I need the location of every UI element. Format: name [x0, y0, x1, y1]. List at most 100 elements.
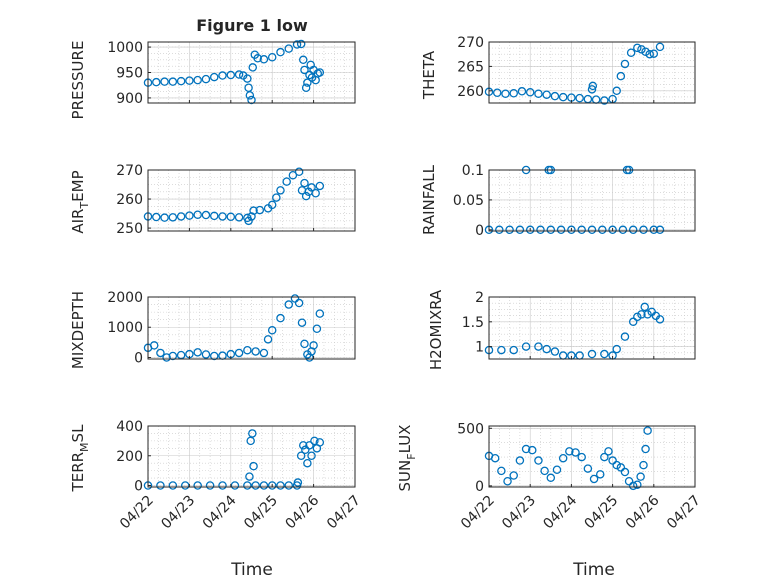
data-point [226, 70, 236, 80]
data-point [503, 476, 512, 486]
yticks-theta: 260 265 270 [457, 35, 492, 100]
data-point [641, 444, 650, 454]
data-point [641, 47, 650, 57]
data-point [620, 332, 630, 341]
data-point [296, 451, 306, 461]
data-point [303, 78, 312, 87]
xticks-mixdepth [147, 356, 356, 359]
data-point [515, 225, 525, 235]
data-point [628, 481, 638, 491]
data-point [249, 461, 258, 471]
xticks-air-temp [147, 228, 356, 231]
points-sun-flux [484, 426, 652, 491]
ytick-label: 260 [457, 84, 484, 100]
data-point [633, 43, 642, 53]
ytick-label: 200 [116, 449, 143, 465]
data-point [655, 42, 665, 52]
data-point [639, 225, 648, 235]
data-point [243, 481, 252, 490]
data-point [546, 225, 556, 235]
ytick-label: 900 [116, 91, 143, 107]
data-point [640, 302, 649, 312]
data-point [577, 225, 586, 235]
data-point [509, 88, 518, 98]
axes-box-rainfall [488, 169, 696, 232]
data-point [509, 345, 518, 355]
data-point [293, 478, 303, 487]
ytick-label: 1 [475, 340, 484, 356]
ylabel-air-temp-sub: T [78, 202, 91, 210]
data-point [226, 212, 236, 222]
data-point [604, 447, 613, 456]
data-point [156, 481, 165, 490]
data-point [248, 63, 257, 72]
data-point [521, 342, 531, 351]
data-point [234, 70, 244, 79]
data-point [534, 89, 543, 98]
data-point [620, 59, 630, 69]
data-point [259, 348, 269, 358]
data-point [616, 71, 626, 81]
data-point [540, 466, 549, 476]
data-point [490, 453, 500, 463]
ylabel-terr-msl-sub: M [78, 442, 91, 452]
data-point [300, 178, 309, 188]
data-point [209, 351, 219, 361]
axes-box-mixdepth [147, 296, 356, 360]
data-point [298, 441, 308, 450]
panel-h2omixra: 11.52 H2OMIXRA [427, 289, 696, 370]
data-point [587, 85, 597, 94]
data-point [248, 429, 257, 438]
data-point [259, 481, 269, 490]
ylabel-theta: THETA [420, 50, 438, 100]
data-point [655, 315, 665, 324]
axes-box-air-temp [147, 169, 356, 232]
data-point [655, 225, 665, 235]
ylabel-sun-flux-main: SUN [396, 460, 414, 492]
data-point [575, 93, 584, 103]
ylabel-h2omixra: H2OMIXRA [427, 289, 445, 370]
data-point [542, 344, 551, 354]
data-point [315, 309, 325, 318]
data-point [550, 91, 560, 101]
grid-terr-msl [147, 425, 356, 487]
ytick-label: 0 [134, 479, 143, 495]
data-point [608, 225, 617, 235]
data-point [515, 456, 525, 465]
data-point [234, 348, 244, 358]
data-point [495, 225, 504, 235]
data-point [160, 213, 169, 222]
data-point [284, 44, 294, 53]
panel-rainfall: 0 0.05 0.1 RAINFALL [420, 163, 696, 239]
data-point [497, 466, 506, 476]
points-mixdepth [143, 294, 325, 362]
data-point [567, 225, 576, 235]
data-point [501, 89, 510, 98]
data-point [310, 436, 319, 446]
data-point [209, 211, 219, 221]
ytick-label: 2 [475, 290, 484, 306]
data-point [218, 71, 227, 80]
data-point [243, 345, 252, 355]
yticks-mixdepth: 0 1000 2000 [107, 290, 151, 366]
data-point [307, 451, 316, 461]
data-point [315, 68, 325, 77]
data-point [550, 347, 560, 356]
ylabel-sun-flux-rest: LUX [396, 425, 414, 454]
ytick-label: 250 [116, 221, 143, 237]
data-point [205, 481, 215, 490]
panel-air-temp: 250 260 270 AIRTEMP [69, 163, 356, 237]
data-point [492, 88, 502, 98]
data-point [303, 458, 312, 468]
data-point [600, 96, 609, 105]
data-point [633, 480, 642, 489]
axes-box-theta [488, 41, 696, 104]
ytick-label: 0 [475, 223, 484, 239]
data-point [565, 447, 574, 456]
ylabel-pressure: PRESSURE [69, 41, 87, 120]
yticks-terr-msl: 0 200 400 [116, 419, 151, 495]
data-point [542, 90, 551, 99]
ylabel-rainfall: RAINFALL [420, 164, 438, 235]
data-point [309, 341, 318, 350]
data-point [552, 465, 562, 474]
